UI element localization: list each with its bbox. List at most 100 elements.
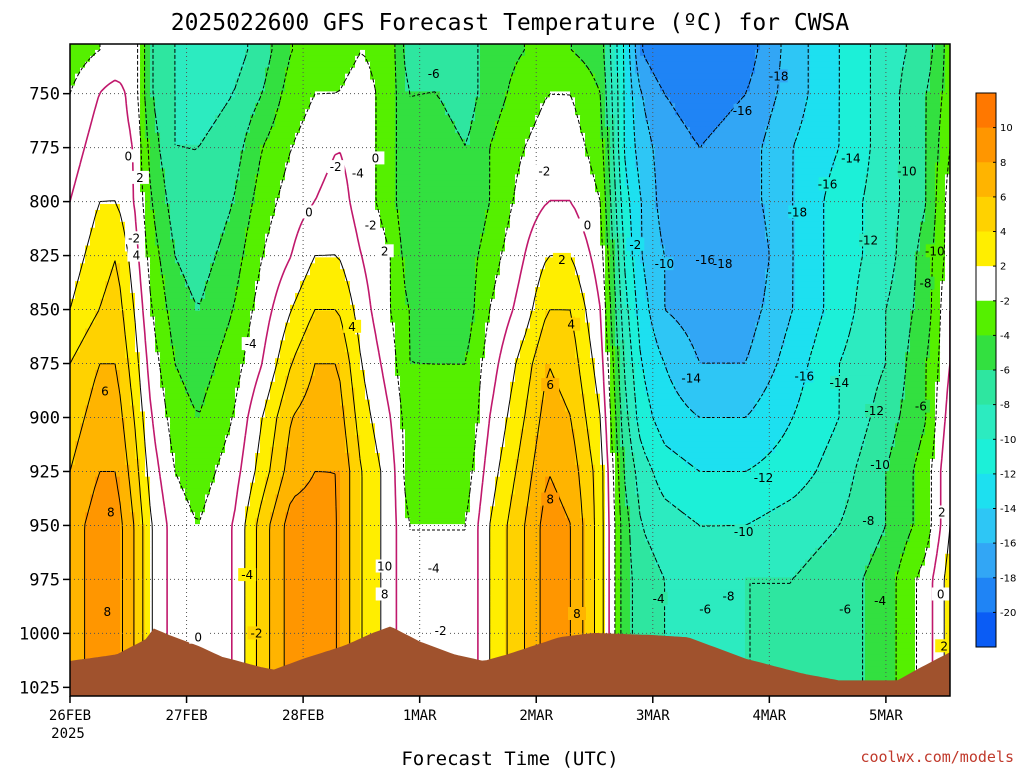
field-cell [625, 67, 631, 75]
field-cell [290, 121, 296, 128]
field-cell [75, 103, 81, 110]
field-cell [375, 162, 381, 170]
field-cell [230, 49, 236, 57]
field-cell [620, 121, 626, 128]
field-cell [305, 55, 311, 63]
field-cell [425, 162, 431, 170]
field-cell [795, 144, 801, 152]
field-cell [795, 44, 801, 51]
field-cell [895, 61, 901, 69]
field-cell [810, 109, 816, 116]
field-cell [360, 61, 366, 69]
field-cell [375, 138, 381, 146]
field-cell [345, 109, 351, 116]
field-cell [175, 91, 181, 98]
field-cell [695, 204, 701, 211]
field-cell [860, 49, 866, 57]
field-cell [355, 192, 361, 199]
field-cell [555, 174, 561, 181]
field-cell [520, 44, 526, 51]
field-cell [590, 97, 596, 104]
field-cell [615, 156, 621, 164]
field-cell [355, 138, 361, 146]
field-cell [870, 198, 876, 205]
field-cell [455, 156, 461, 164]
field-cell [530, 156, 536, 164]
field-cell [695, 109, 701, 116]
field-cell [200, 44, 206, 51]
field-cell [510, 103, 516, 110]
field-cell [490, 103, 496, 110]
field-cell [810, 180, 816, 187]
field-cell [425, 156, 431, 164]
field-cell [635, 174, 641, 181]
field-cell [485, 103, 491, 110]
field-cell [940, 85, 946, 93]
field-cell [815, 126, 821, 134]
field-cell [605, 103, 611, 110]
field-cell [775, 79, 781, 87]
field-cell [505, 192, 511, 199]
field-cell [375, 73, 381, 81]
field-cell [330, 85, 336, 93]
field-cell [875, 73, 881, 81]
field-cell [460, 174, 466, 181]
field-cell [480, 61, 486, 69]
field-cell [680, 109, 686, 116]
field-cell [935, 198, 941, 205]
field-cell [905, 121, 911, 128]
field-cell [110, 55, 116, 63]
field-cell [430, 138, 436, 146]
field-cell [110, 162, 116, 170]
field-cell [750, 97, 756, 104]
field-cell [375, 55, 381, 63]
field-cell [270, 73, 276, 81]
field-cell [550, 192, 556, 199]
field-cell [820, 67, 826, 75]
field-cell [190, 144, 196, 152]
field-cell [80, 67, 86, 75]
field-cell [405, 91, 411, 98]
field-cell [875, 180, 881, 187]
field-cell [745, 192, 751, 199]
field-cell [575, 144, 581, 152]
field-cell [570, 121, 576, 128]
field-cell [750, 162, 756, 170]
field-cell [470, 132, 476, 140]
field-cell [595, 103, 601, 110]
field-cell [905, 115, 911, 122]
field-cell [800, 180, 806, 187]
field-cell [885, 55, 891, 63]
field-cell [495, 73, 501, 81]
field-cell [755, 144, 761, 152]
field-cell [365, 126, 371, 134]
field-cell [310, 192, 316, 199]
field-cell [830, 138, 836, 146]
field-cell [915, 67, 921, 75]
field-cell [240, 44, 246, 51]
field-cell [490, 79, 496, 87]
field-cell [665, 109, 671, 116]
field-cell [760, 79, 766, 87]
field-cell [335, 132, 341, 140]
field-cell [880, 73, 886, 81]
field-cell [430, 121, 436, 128]
field-cell [710, 204, 716, 211]
field-cell [255, 192, 261, 199]
field-cell [105, 67, 111, 75]
field-cell [315, 115, 321, 122]
field-cell [340, 138, 346, 146]
field-cell [900, 61, 906, 69]
field-cell [670, 198, 676, 205]
field-cell [155, 91, 161, 98]
field-cell [400, 126, 406, 134]
field-cell [140, 156, 146, 164]
field-cell [620, 168, 626, 175]
field-cell [780, 85, 786, 93]
field-cell [635, 204, 641, 211]
field-cell [245, 144, 251, 152]
field-cell [390, 79, 396, 87]
field-cell [410, 73, 416, 81]
field-cell [570, 103, 576, 110]
field-cell [315, 156, 321, 164]
